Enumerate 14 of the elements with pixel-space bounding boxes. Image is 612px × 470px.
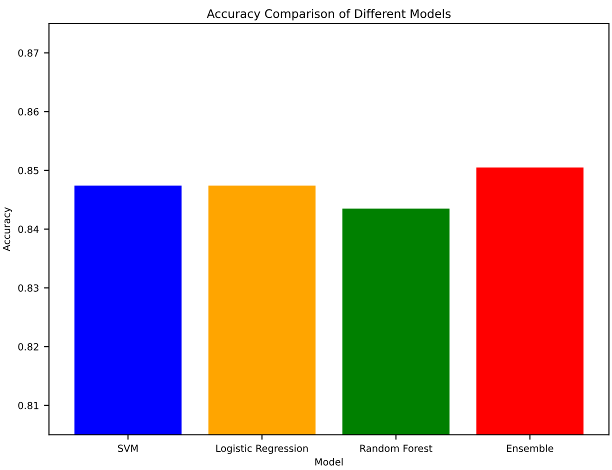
x-axis-title: Model	[315, 458, 343, 466]
chart-title: Accuracy Comparison of Different Models	[206, 8, 451, 20]
x-tick-label: Random Forest	[360, 444, 432, 452]
y-axis-title: Accuracy	[2, 207, 12, 252]
y-tick-label: 0.86	[18, 108, 39, 116]
x-tick-label: Ensemble	[507, 444, 554, 452]
y-tick-label: 0.84	[18, 226, 39, 233]
y-tick-label: 0.87	[18, 49, 38, 57]
y-tick-label: 0.82	[18, 343, 38, 350]
x-tick-label: Logistic Regression	[216, 444, 308, 454]
y-tick-label: 0.81	[18, 402, 38, 410]
y-tick-label: 0.83	[18, 284, 38, 292]
x-tick-label: SVM	[118, 444, 138, 452]
y-tick-label: 0.85	[18, 166, 38, 174]
